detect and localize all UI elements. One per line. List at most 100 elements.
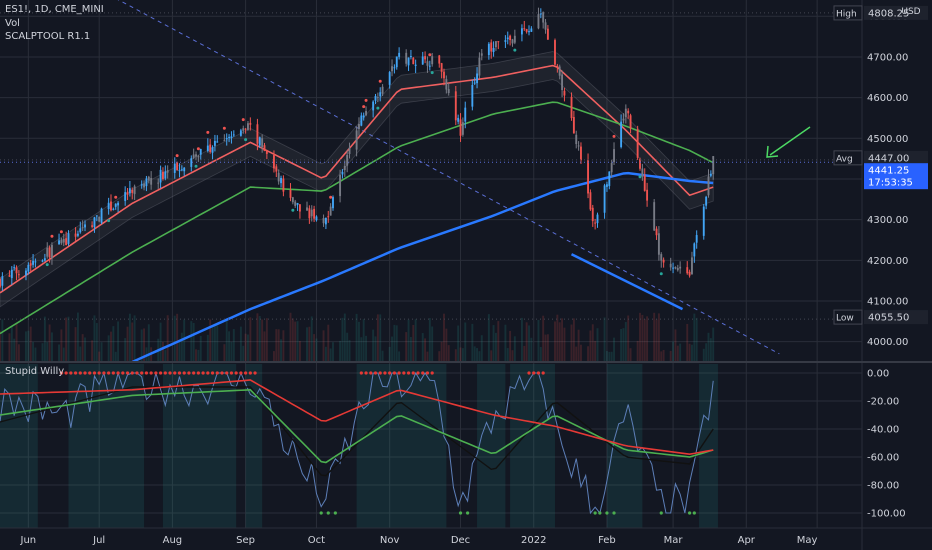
candle-body[interactable] (473, 82, 476, 84)
candle-body[interactable] (76, 233, 79, 236)
candle-body[interactable] (209, 144, 212, 152)
candle-body[interactable] (263, 145, 266, 151)
candle-body[interactable] (360, 115, 363, 126)
candle-body[interactable] (180, 169, 183, 171)
candle-body[interactable] (445, 79, 448, 90)
candle-body[interactable] (150, 178, 153, 185)
candle-body[interactable] (117, 202, 120, 206)
candle-body[interactable] (580, 146, 582, 161)
candle-body[interactable] (636, 129, 639, 158)
candle-body[interactable] (561, 74, 564, 91)
candle-body[interactable] (393, 67, 396, 69)
candle-body[interactable] (213, 140, 216, 146)
candle-body[interactable] (145, 178, 148, 187)
candle-body[interactable] (114, 203, 117, 207)
candle-body[interactable] (537, 14, 540, 29)
candle-body[interactable] (591, 207, 594, 222)
candle-body[interactable] (256, 124, 259, 144)
candle-body[interactable] (34, 261, 37, 263)
candle-body[interactable] (60, 239, 63, 244)
candle-body[interactable] (407, 57, 410, 66)
candle-body[interactable] (379, 92, 382, 97)
candle-body[interactable] (140, 184, 143, 186)
candle-body[interactable] (655, 228, 658, 236)
candle-body[interactable] (128, 188, 131, 194)
candle-body[interactable] (62, 238, 65, 243)
candle-body[interactable] (216, 141, 219, 143)
candle-body[interactable] (332, 197, 334, 209)
candle-body[interactable] (575, 134, 578, 145)
candle-body[interactable] (695, 235, 698, 243)
candle-body[interactable] (372, 101, 375, 111)
candle-body[interactable] (199, 149, 202, 155)
candle-body[interactable] (424, 56, 427, 60)
candle-body[interactable] (629, 115, 632, 129)
candle-body[interactable] (339, 174, 342, 197)
candle-body[interactable] (225, 137, 228, 140)
volume-legend[interactable]: Vol (5, 18, 20, 29)
candle-body[interactable] (81, 227, 84, 229)
candle-body[interactable] (51, 245, 53, 259)
candle-body[interactable] (291, 197, 294, 203)
oscillator-axis[interactable]: 0.00 -20.00 -40.00 -60.00 -80.00 -100.00 (867, 369, 906, 520)
candle-body[interactable] (91, 225, 94, 227)
candle-body[interactable] (341, 172, 344, 175)
candle-body[interactable] (440, 63, 443, 72)
candle-body[interactable] (688, 271, 691, 276)
candle-body[interactable] (265, 150, 268, 154)
candle-body[interactable] (230, 136, 233, 138)
candle-body[interactable] (376, 97, 379, 99)
candle-body[interactable] (58, 240, 60, 245)
candle-body[interactable] (95, 215, 98, 217)
candle-body[interactable] (124, 192, 127, 201)
candlesticks[interactable] (0, 7, 715, 291)
candle-body[interactable] (464, 107, 467, 122)
candle-body[interactable] (610, 162, 613, 173)
candle-body[interactable] (459, 119, 462, 136)
candle-body[interactable] (594, 222, 597, 224)
candle-body[interactable] (358, 123, 360, 129)
candle-body[interactable] (107, 202, 110, 209)
candle-body[interactable] (605, 184, 608, 187)
candle-body[interactable] (275, 166, 278, 172)
candle-body[interactable] (572, 117, 575, 134)
candle-body[interactable] (10, 269, 13, 279)
candle-body[interactable] (329, 206, 332, 216)
candle-body[interactable] (296, 203, 299, 205)
candle-body[interactable] (558, 66, 561, 76)
candle-body[interactable] (660, 254, 663, 261)
candle-body[interactable] (308, 208, 311, 219)
candle-body[interactable] (461, 122, 464, 135)
candle-body[interactable] (542, 12, 545, 23)
candle-body[interactable] (343, 165, 346, 171)
candle-body[interactable] (25, 270, 27, 276)
candle-body[interactable] (421, 56, 424, 65)
candle-body[interactable] (8, 275, 11, 277)
candle-body[interactable] (596, 214, 599, 224)
candle-body[interactable] (258, 137, 261, 146)
candle-body[interactable] (315, 216, 318, 221)
candle-body[interactable] (98, 216, 101, 222)
candle-body[interactable] (627, 110, 630, 114)
candle-body[interactable] (431, 56, 434, 65)
candle-body[interactable] (428, 65, 431, 67)
candle-body[interactable] (528, 31, 530, 33)
candle-body[interactable] (277, 172, 280, 182)
candle-body[interactable] (523, 28, 526, 30)
candle-body[interactable] (643, 175, 646, 191)
candle-body[interactable] (195, 154, 197, 157)
candle-body[interactable] (546, 28, 549, 40)
candle-body[interactable] (509, 35, 512, 41)
indicator-legend[interactable]: SCALPTOOL R1.1 (5, 31, 91, 42)
candle-body[interactable] (166, 170, 169, 173)
candle-body[interactable] (247, 123, 249, 130)
candle-body[interactable] (608, 171, 611, 187)
candle-body[interactable] (676, 267, 679, 271)
candle-body[interactable] (443, 71, 445, 79)
candle-body[interactable] (641, 168, 644, 177)
candle-body[interactable] (497, 41, 500, 43)
candle-body[interactable] (32, 260, 35, 265)
candle-body[interactable] (603, 185, 606, 213)
candle-body[interactable] (41, 260, 44, 262)
candle-body[interactable] (707, 176, 710, 196)
